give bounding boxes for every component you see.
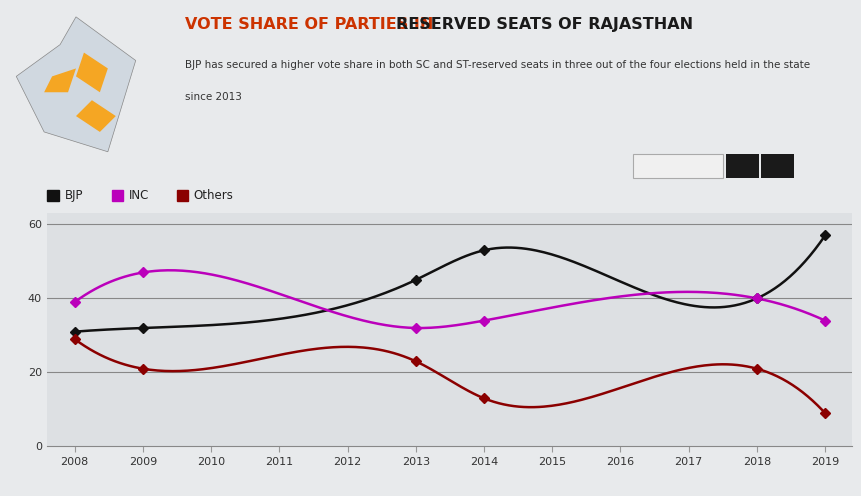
- Text: VOTE SHARE OF PARTIES IN: VOTE SHARE OF PARTIES IN: [185, 17, 439, 32]
- Text: Others: Others: [194, 189, 233, 202]
- Polygon shape: [76, 53, 108, 92]
- Text: ST: ST: [770, 161, 785, 171]
- Text: RESERVED SEATS OF RAJASTHAN: RESERVED SEATS OF RAJASTHAN: [396, 17, 693, 32]
- Polygon shape: [76, 100, 115, 132]
- Text: INC: INC: [129, 189, 150, 202]
- Polygon shape: [44, 68, 76, 92]
- Polygon shape: [16, 17, 136, 152]
- Text: Combined: Combined: [647, 161, 709, 171]
- Text: since 2013: since 2013: [185, 92, 242, 102]
- Text: SC: SC: [734, 161, 750, 171]
- Text: BJP has secured a higher vote share in both SC and ST-reserved seats in three ou: BJP has secured a higher vote share in b…: [185, 60, 810, 69]
- Text: BJP: BJP: [65, 189, 83, 202]
